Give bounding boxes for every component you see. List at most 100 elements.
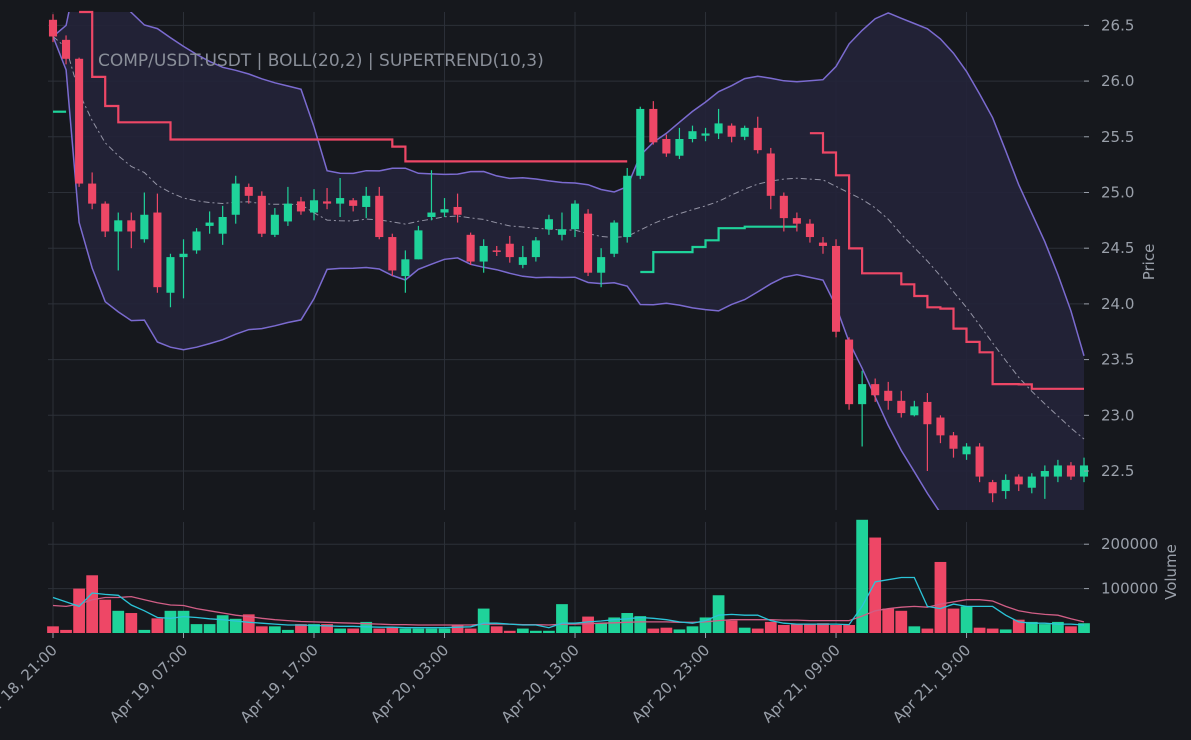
volume-bar xyxy=(425,628,438,633)
volume-bar xyxy=(712,595,725,633)
candle-body xyxy=(845,339,854,405)
volume-bar xyxy=(477,608,490,633)
volume-bar xyxy=(686,626,699,633)
candle-body xyxy=(479,245,488,262)
price-tick-label: 23.0 xyxy=(1101,406,1134,424)
candle-body xyxy=(871,384,880,396)
candle-body xyxy=(910,406,919,416)
candle-body xyxy=(518,257,527,265)
volume-bar xyxy=(490,626,503,633)
candle-body xyxy=(362,195,371,207)
price-tick-label: 24.0 xyxy=(1101,295,1134,313)
chart-title: COMP/USDT:USDT | BOLL(20,2) | SUPERTREND… xyxy=(98,51,544,71)
volume-bar xyxy=(282,629,294,633)
candle-body xyxy=(949,435,958,449)
candle-body xyxy=(662,139,671,154)
volume-bar xyxy=(73,588,85,633)
volume-bar xyxy=(973,627,986,633)
volume-bar xyxy=(47,626,59,633)
volume-bar xyxy=(947,608,960,633)
volume-bar xyxy=(1025,621,1038,633)
volume-bar xyxy=(60,629,72,633)
candle-body xyxy=(975,446,984,477)
candle-body xyxy=(505,243,514,258)
volume-bar xyxy=(764,621,777,633)
volume-bar xyxy=(347,628,360,633)
volume-bar xyxy=(151,618,164,633)
volume-bar xyxy=(921,628,934,633)
volume-bar xyxy=(595,623,607,633)
candle-body xyxy=(858,384,867,405)
volume-bars xyxy=(47,519,1090,633)
candle-body xyxy=(336,198,345,204)
volume-bar xyxy=(960,606,973,633)
volume-bar xyxy=(177,610,190,633)
candle-body xyxy=(323,201,332,204)
candle-body xyxy=(153,212,162,288)
volume-moving-averages xyxy=(52,576,1085,629)
candle-body xyxy=(244,186,253,196)
candle-body xyxy=(349,200,358,206)
candle-body xyxy=(649,108,658,143)
candle-body xyxy=(270,214,279,235)
candle-body xyxy=(988,482,997,494)
volume-axis-ticks: 100000 200000 xyxy=(1084,535,1158,598)
volume-bar xyxy=(112,610,125,633)
price-axis-label: Price xyxy=(1140,244,1158,281)
volume-bar xyxy=(321,624,333,633)
candle-body xyxy=(688,131,697,140)
volume-bar xyxy=(125,613,138,633)
volume-bar xyxy=(856,519,869,633)
volume-bar xyxy=(817,623,829,633)
candle-body xyxy=(427,212,436,217)
candle-body xyxy=(179,253,188,258)
candle-body xyxy=(818,242,828,246)
volume-bar xyxy=(608,617,621,633)
candle-body xyxy=(884,390,893,401)
candle-body xyxy=(296,201,306,212)
candle-body xyxy=(218,216,227,234)
volume-bar xyxy=(647,628,660,633)
volume-bar xyxy=(99,599,112,633)
volume-bar xyxy=(882,608,895,633)
candle-body xyxy=(544,219,553,230)
candle-body xyxy=(192,231,201,251)
candle-body xyxy=(831,245,841,332)
candle-body xyxy=(557,229,567,235)
candle-body xyxy=(636,108,645,176)
volume-bar xyxy=(777,625,790,633)
volume-bar xyxy=(791,624,803,633)
candle-body xyxy=(1014,476,1023,485)
volume-bar xyxy=(373,628,386,633)
volume-bar xyxy=(869,537,882,633)
volume-bar xyxy=(804,624,816,633)
candle-body xyxy=(701,133,710,136)
volume-bar xyxy=(1012,619,1025,633)
candle-body xyxy=(897,400,906,414)
volume-bar xyxy=(830,625,842,633)
volume-bar xyxy=(203,624,216,633)
candle-body xyxy=(283,203,292,222)
volume-bar xyxy=(242,614,255,633)
bollinger-bands xyxy=(52,12,1085,510)
candle-body xyxy=(453,206,462,215)
volume-bar xyxy=(543,630,555,633)
volume-bar xyxy=(1052,621,1064,633)
volume-bar xyxy=(308,624,320,633)
volume-bar xyxy=(1038,624,1051,633)
volume-bar xyxy=(268,626,281,633)
volume-bar xyxy=(621,613,634,633)
candle-body xyxy=(166,257,175,293)
candle-body xyxy=(257,195,266,234)
price-tick-label: 26.5 xyxy=(1101,16,1134,34)
volume-bar xyxy=(255,626,268,633)
volume-bar xyxy=(556,604,568,633)
candle-body xyxy=(531,240,540,258)
volume-bar xyxy=(334,628,346,633)
volume-bar xyxy=(138,629,151,633)
volume-bar xyxy=(986,628,999,633)
volume-bar xyxy=(164,610,177,633)
candle-body xyxy=(414,230,423,260)
candle-body xyxy=(440,209,449,213)
